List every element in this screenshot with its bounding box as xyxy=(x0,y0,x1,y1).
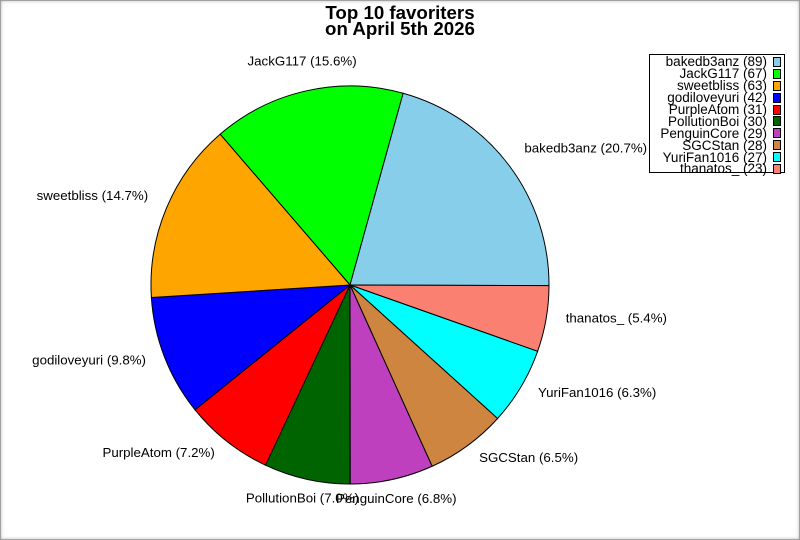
svg-text:PurpleAtom (7.2%): PurpleAtom (7.2%) xyxy=(102,445,214,460)
svg-text:thanatos_ (5.4%): thanatos_ (5.4%) xyxy=(566,310,667,325)
svg-text:YuriFan1016 (6.3%): YuriFan1016 (6.3%) xyxy=(538,385,656,400)
svg-text:godiloveyuri (9.8%): godiloveyuri (9.8%) xyxy=(32,352,146,367)
svg-text:JackG117 (15.6%): JackG117 (15.6%) xyxy=(248,54,357,69)
svg-text:sweetbliss (14.7%): sweetbliss (14.7%) xyxy=(37,188,149,203)
svg-text:PollutionBoi (7.0%): PollutionBoi (7.0%) xyxy=(246,491,359,506)
svg-text:bakedb3anz (20.7%): bakedb3anz (20.7%) xyxy=(524,141,647,156)
svg-text:SGCStan (6.5%): SGCStan (6.5%) xyxy=(479,450,578,465)
